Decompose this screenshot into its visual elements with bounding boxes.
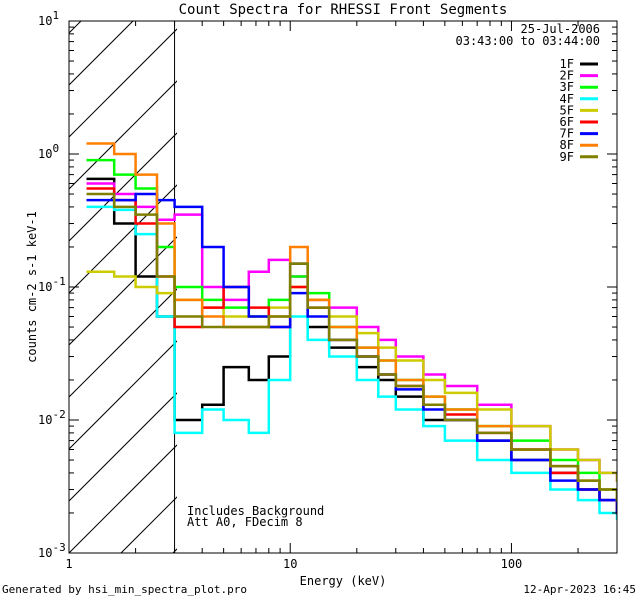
x-tick-label: 100 [501, 557, 523, 571]
footer-generated-by: Generated by hsi_min_spectra_plot.pro [2, 583, 247, 596]
y-tick-label: 10-3 [38, 541, 66, 560]
legend-label-2F: 2F [560, 69, 574, 83]
legend-label-1F: 1F [560, 57, 574, 71]
legend-label-9F: 9F [560, 150, 574, 164]
x-tick-label: 1 [65, 557, 72, 571]
x-axis-label: Energy (keV) [300, 574, 387, 588]
series-4F-line [86, 205, 617, 521]
series-1F-line [86, 177, 617, 515]
x-tick-label: 10 [283, 557, 297, 571]
time-range-label: 03:43:00 to 03:44:00 [456, 34, 601, 48]
series-8F-line [86, 142, 617, 502]
annotation-attenuator: Att A0, FDecim 8 [187, 515, 303, 529]
legend-label-8F: 8F [560, 138, 574, 152]
y-axis-label: counts cm-2 s-1 keV-1 [25, 211, 39, 363]
series-7F-line [86, 192, 617, 515]
y-tick-label: 100 [38, 142, 59, 161]
legend-label-5F: 5F [560, 103, 574, 117]
y-tick-label: 10-1 [38, 275, 66, 294]
legend-label-7F: 7F [560, 127, 574, 141]
legend-label-4F: 4F [560, 92, 574, 106]
date-label: 25-Jul-2006 [521, 22, 600, 36]
legend-label-6F: 6F [560, 115, 574, 129]
chart-title: Count Spectra for RHESSI Front Segments [179, 2, 508, 18]
footer-timestamp: 12-Apr-2023 16:45 [523, 583, 636, 596]
legend-label-3F: 3F [560, 80, 574, 94]
hatched-region [69, 21, 177, 553]
series-9F-line [86, 192, 617, 502]
y-tick-label: 10-2 [38, 408, 66, 427]
annotation-background: Includes Background [187, 504, 324, 518]
y-tick-labels: 10-3 10-2 10-1 100 101 [38, 9, 66, 560]
series-2F-line [86, 182, 617, 482]
axis-ticks [68, 20, 618, 554]
y-tick-label: 101 [38, 9, 59, 28]
series-layer [86, 142, 617, 521]
